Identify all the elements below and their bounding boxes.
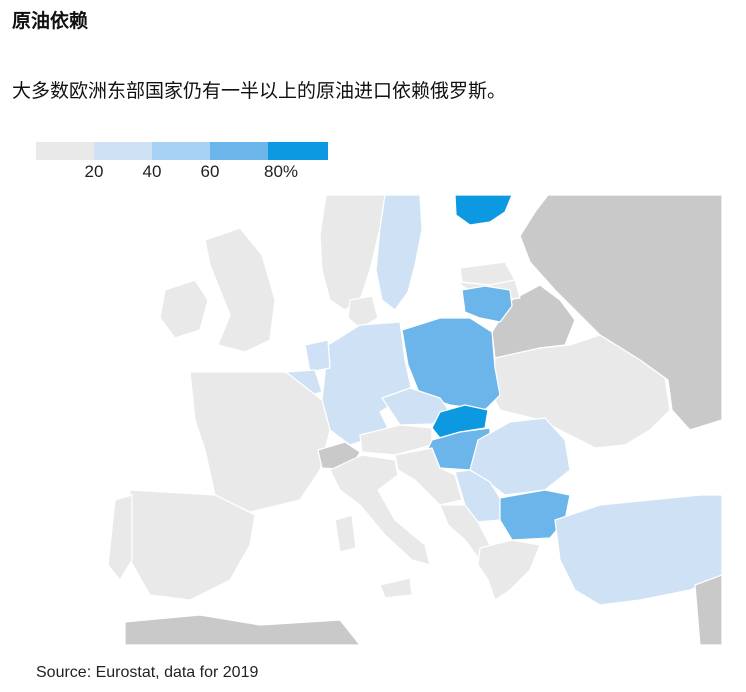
color-legend: 20 40 60 80% [36,142,328,186]
france-region [189,371,331,513]
legend-swatch-80 [268,142,328,160]
sweden-region [375,195,423,311]
levant-region [694,574,722,645]
legend-tick-40: 40 [142,162,162,181]
legend-swatch-60 [210,142,268,160]
ireland-region [159,279,209,339]
legend-swatch-40 [152,142,210,160]
legend-swatch-20 [94,142,152,160]
italy-region [329,454,431,566]
source-note: Source: Eurostat, data for 2019 [36,664,259,681]
legend-swatch-0 [36,142,94,160]
portugal-region [107,494,133,581]
legend-tick-20: 20 [84,162,104,181]
norway-region [319,195,386,311]
uk-region [204,227,276,353]
chart-title: 原油依赖 [12,10,89,32]
finland-region [454,195,513,226]
lithuania-region [461,285,513,323]
denmark-region [347,295,379,329]
greece-region [477,539,541,601]
spain-region [129,489,256,601]
europe-choropleth-map [107,195,722,645]
slovenia-croatia-region [394,447,463,506]
sardinia-region [334,514,357,553]
north-africa-region [124,614,361,645]
legend-tick-80: 80% [263,162,299,181]
ukraine-region [489,334,671,449]
netherlands-region [304,339,331,373]
chart-subtitle: 大多数欧洲东部国家仍有一半以上的原油进口依赖俄罗斯。 [12,80,507,102]
sicily-region [379,577,413,599]
legend-tick-60: 60 [200,162,220,181]
poland-region [401,317,501,411]
